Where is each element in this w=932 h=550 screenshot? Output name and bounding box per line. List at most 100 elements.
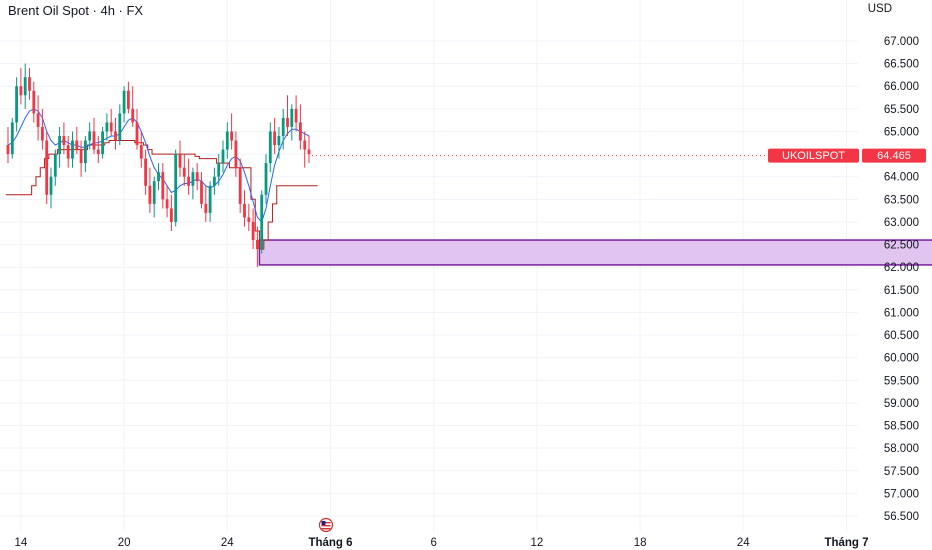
candle	[32, 81, 36, 123]
candle	[161, 163, 165, 209]
candle	[191, 167, 195, 200]
candle	[118, 104, 122, 146]
candle-body	[273, 131, 276, 146]
candle	[208, 181, 212, 222]
candle-body	[41, 126, 44, 141]
time-tick-label: 12	[531, 537, 544, 549]
candle-body	[187, 176, 190, 186]
time-tick-label: 14	[15, 537, 28, 549]
candle-body	[45, 140, 49, 195]
candle	[174, 149, 178, 227]
candle-body	[135, 122, 139, 146]
price-tick-label: 57.500	[884, 466, 919, 478]
price-tick-label: 63.000	[884, 217, 919, 229]
price-tick-label: 61.000	[884, 307, 919, 319]
candle-body	[10, 122, 14, 155]
candle-body	[66, 145, 70, 159]
candle	[187, 158, 190, 195]
candle-body	[84, 140, 87, 164]
candle	[62, 122, 66, 155]
currency-label[interactable]: USD	[867, 3, 892, 15]
candle-body	[96, 149, 100, 155]
candle-body	[127, 90, 130, 109]
candle-body	[277, 136, 281, 146]
candle-body	[182, 167, 186, 177]
candle	[144, 149, 147, 195]
candle	[45, 131, 49, 204]
time-tick-label: 18	[634, 537, 647, 549]
time-tick-label: Tháng 6	[308, 537, 352, 549]
candle	[58, 126, 61, 168]
candle	[135, 108, 139, 150]
candle	[273, 117, 276, 155]
candle-body	[234, 140, 238, 168]
candle-body	[307, 149, 311, 155]
price-tick-label: 61.500	[884, 285, 919, 297]
candle-body	[281, 117, 285, 136]
price-tick-label: 57.000	[884, 488, 919, 500]
candle-body	[6, 145, 10, 155]
candle-body	[213, 176, 216, 186]
candle-body	[230, 131, 233, 141]
price-tick-label: 63.500	[884, 194, 919, 206]
candle-body	[286, 117, 289, 127]
candle	[264, 154, 268, 204]
flag-event-icon[interactable]	[318, 517, 334, 533]
candle	[101, 126, 104, 159]
candle-body	[204, 203, 208, 213]
demand-zone[interactable]	[258, 239, 932, 266]
candle	[157, 163, 160, 191]
candle	[105, 113, 109, 141]
candle	[200, 172, 203, 209]
candle-body	[71, 140, 74, 159]
price-tick-label: 62.000	[884, 262, 919, 274]
candle	[243, 190, 246, 227]
candle	[6, 126, 10, 164]
candle-body	[221, 149, 225, 164]
price-tag-label: 64.465	[877, 150, 911, 162]
candle	[23, 63, 27, 109]
candle-body	[28, 77, 31, 91]
candle-body	[139, 145, 143, 159]
candle	[230, 113, 233, 150]
candle	[238, 158, 242, 213]
candle-body	[157, 172, 160, 182]
price-tick-label: 60.500	[884, 330, 919, 342]
candle	[286, 95, 289, 136]
candle-body	[49, 176, 53, 195]
candle	[260, 190, 264, 254]
candle-body	[152, 181, 156, 204]
candle-body	[161, 172, 165, 200]
price-axis[interactable]: 67.00066.50066.00065.50065.00064.50064.0…	[884, 36, 919, 523]
candle	[139, 131, 143, 168]
candle-body	[62, 136, 66, 146]
candle-body	[165, 199, 169, 209]
candle-body	[122, 90, 126, 114]
candle	[92, 117, 96, 155]
price-tick-label: 59.500	[884, 375, 919, 387]
price-tick-label: 67.000	[884, 36, 919, 48]
candle-body	[148, 185, 152, 204]
candle-body	[303, 140, 307, 150]
flag-stripe	[321, 525, 331, 527]
candle-body	[19, 86, 23, 96]
candle-body	[23, 77, 27, 96]
price-tick-label: 58.000	[884, 443, 919, 455]
candle-body	[79, 149, 83, 164]
flag-stripe	[321, 528, 331, 530]
candle	[213, 167, 216, 195]
candle-body	[178, 154, 182, 168]
candle	[182, 154, 186, 186]
candle	[71, 131, 74, 168]
candle-body	[144, 158, 147, 186]
candle	[290, 104, 294, 141]
candle-body	[53, 154, 57, 177]
candle	[79, 140, 83, 177]
candle-body	[75, 140, 79, 150]
grid-lines	[0, 0, 858, 532]
candle	[41, 108, 44, 150]
candle	[247, 203, 251, 231]
price-tags: UKOILSPOT 64.465	[768, 148, 926, 163]
